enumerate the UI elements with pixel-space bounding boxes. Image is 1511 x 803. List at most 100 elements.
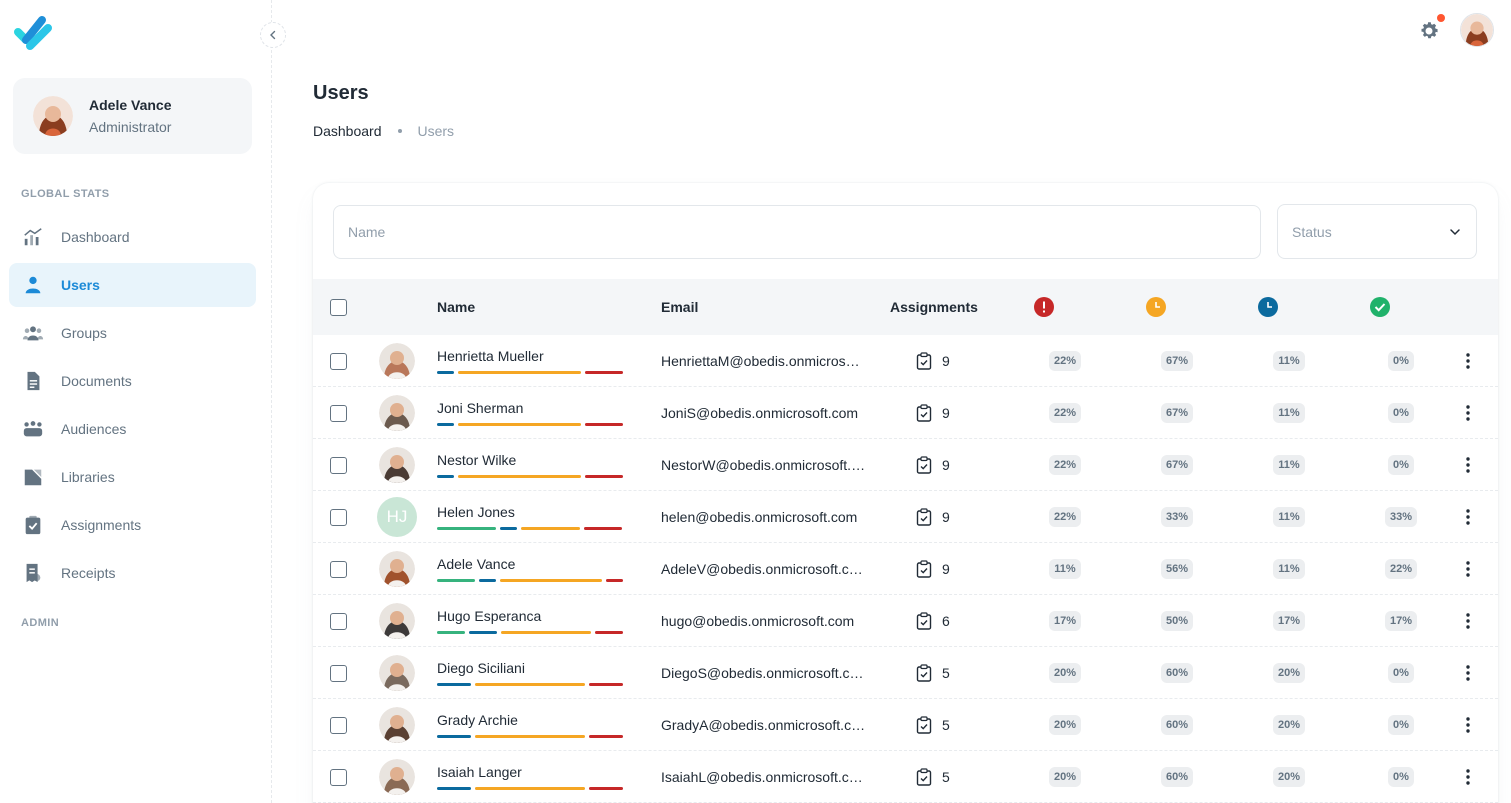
more-actions-button[interactable] xyxy=(1458,715,1478,735)
clipboard-check-icon xyxy=(916,404,932,422)
sidebar-item-dashboard[interactable]: Dashboard xyxy=(9,215,256,259)
table-row[interactable]: Henrietta Mueller HenriettaM@obedis.onmic… xyxy=(313,335,1498,387)
table-row[interactable]: Adele Vance AdeleV@obedis.onmicrosoft.com… xyxy=(313,543,1498,595)
user-menu-avatar[interactable] xyxy=(1460,13,1494,47)
user-name[interactable]: Nestor Wilke xyxy=(437,452,517,468)
assignment-progress-bar xyxy=(437,475,627,479)
page-title: Users xyxy=(313,82,369,104)
user-email: IsaiahL@obedis.onmicrosoft.com xyxy=(661,769,866,785)
more-vertical-icon xyxy=(1466,405,1470,421)
sidebar-item-libraries[interactable]: Libraries xyxy=(9,455,256,499)
user-name[interactable]: Helen Jones xyxy=(437,504,515,520)
more-actions-button[interactable] xyxy=(1458,403,1478,423)
more-actions-button[interactable] xyxy=(1458,507,1478,527)
status-percent-badge: 67% xyxy=(1160,351,1194,371)
progress-segment-red xyxy=(585,423,623,426)
header-email[interactable]: Email xyxy=(661,299,699,315)
row-checkbox[interactable] xyxy=(330,664,347,682)
progress-segment-orange xyxy=(475,735,585,738)
user-name[interactable]: Adele Vance xyxy=(437,556,516,572)
document-icon xyxy=(21,369,45,393)
more-actions-button[interactable] xyxy=(1458,559,1478,579)
table-row[interactable]: Joni Sherman JoniS@obedis.onmicrosoft.com… xyxy=(313,387,1498,439)
progress-segment-orange xyxy=(500,631,592,634)
pending-icon[interactable] xyxy=(1146,297,1166,317)
user-name[interactable]: Isaiah Langer xyxy=(437,764,522,780)
user-name[interactable]: Grady Archie xyxy=(437,712,518,728)
row-checkbox[interactable] xyxy=(330,768,347,786)
status-percent-badge: 17% xyxy=(1384,611,1418,631)
breadcrumb-dashboard[interactable]: Dashboard xyxy=(313,123,382,139)
sidebar-item-groups[interactable]: Groups xyxy=(9,311,256,355)
row-checkbox[interactable] xyxy=(330,560,347,578)
status-percent-badge: 20% xyxy=(1272,715,1306,735)
table-row[interactable]: Nestor Wilke NestorW@obedis.onmicrosoft.c… xyxy=(313,439,1498,491)
progress-segment-red xyxy=(589,735,623,738)
row-checkbox[interactable] xyxy=(330,716,347,734)
header-name[interactable]: Name xyxy=(437,299,476,315)
progress-segment-blue xyxy=(468,631,497,634)
more-actions-button[interactable] xyxy=(1458,351,1478,371)
status-percent-badge: 20% xyxy=(1048,663,1082,683)
progress-segment-blue xyxy=(437,787,471,790)
collapse-sidebar-button[interactable] xyxy=(260,22,286,48)
user-name[interactable]: Henrietta Mueller xyxy=(437,348,544,364)
user-name[interactable]: Diego Siciliani xyxy=(437,660,525,676)
assignment-progress-bar xyxy=(437,787,627,791)
clipboard-check-icon xyxy=(916,612,932,630)
chevron-down-icon xyxy=(1450,228,1460,235)
account-card[interactable]: Adele Vance Administrator xyxy=(13,78,252,154)
clipboard-check-icon xyxy=(916,508,932,526)
more-actions-button[interactable] xyxy=(1458,663,1478,683)
row-checkbox[interactable] xyxy=(330,508,347,526)
more-vertical-icon xyxy=(1466,509,1470,525)
table-row[interactable]: Diego Siciliani DiegoS@obedis.onmicrosoft… xyxy=(313,647,1498,699)
more-actions-button[interactable] xyxy=(1458,611,1478,631)
groups-icon xyxy=(21,321,45,345)
name-search-input[interactable] xyxy=(333,205,1261,259)
avatar xyxy=(379,551,415,587)
table-row[interactable]: Grady Archie GradyA@obedis.onmicrosoft.co… xyxy=(313,699,1498,751)
overdue-icon[interactable] xyxy=(1034,297,1054,317)
sidebar-item-documents[interactable]: Documents xyxy=(9,359,256,403)
chart-icon xyxy=(21,225,45,249)
sidebar-item-receipts[interactable]: Receipts xyxy=(9,551,256,595)
table-row[interactable]: HJ Helen Jones helen@obedis.onmicrosoft.co… xyxy=(313,491,1498,543)
sidebar-item-users[interactable]: Users xyxy=(9,263,256,307)
progress-segment-orange xyxy=(458,423,581,426)
sidebar-item-label: Users xyxy=(61,277,100,293)
notification-dot xyxy=(1437,14,1445,22)
status-percent-badge: 67% xyxy=(1160,455,1194,475)
more-actions-button[interactable] xyxy=(1458,767,1478,787)
status-percent-badge: 0% xyxy=(1388,663,1414,683)
library-icon xyxy=(21,465,45,489)
user-email: helen@obedis.onmicrosoft.com xyxy=(661,509,858,525)
user-name[interactable]: Hugo Esperanca xyxy=(437,608,542,624)
avatar xyxy=(379,655,415,691)
status-percent-badge: 0% xyxy=(1388,351,1414,371)
sidebar-item-assignments[interactable]: Assignments xyxy=(9,503,256,547)
row-checkbox[interactable] xyxy=(330,612,347,630)
select-all-checkbox[interactable] xyxy=(330,298,347,316)
completed-icon[interactable] xyxy=(1370,297,1390,317)
row-checkbox[interactable] xyxy=(330,404,347,422)
table-row[interactable]: Isaiah Langer IsaiahL@obedis.onmicrosoft.… xyxy=(313,751,1498,803)
user-name[interactable]: Joni Sherman xyxy=(437,400,524,416)
sidebar-item-audiences[interactable]: Audiences xyxy=(9,407,256,451)
status-percent-badge: 22% xyxy=(1048,351,1082,371)
table-row[interactable]: Hugo Esperanca hugo@obedis.onmicrosoft.co… xyxy=(313,595,1498,647)
account-avatar xyxy=(33,96,73,136)
app-logo[interactable] xyxy=(14,14,54,54)
breadcrumb-current: Users xyxy=(417,123,455,139)
row-checkbox[interactable] xyxy=(330,352,347,370)
status-select[interactable]: Status xyxy=(1277,204,1477,259)
clipboard-check-icon xyxy=(916,716,932,734)
row-checkbox[interactable] xyxy=(330,456,347,474)
user-email: DiegoS@obedis.onmicrosoft.com xyxy=(661,665,866,681)
in-progress-icon[interactable] xyxy=(1258,297,1278,317)
more-vertical-icon xyxy=(1466,717,1470,733)
header-assignments[interactable]: Assignments xyxy=(890,299,978,315)
settings-gear-icon[interactable] xyxy=(1417,19,1441,43)
more-actions-button[interactable] xyxy=(1458,455,1478,475)
status-percent-badge: 60% xyxy=(1160,715,1194,735)
